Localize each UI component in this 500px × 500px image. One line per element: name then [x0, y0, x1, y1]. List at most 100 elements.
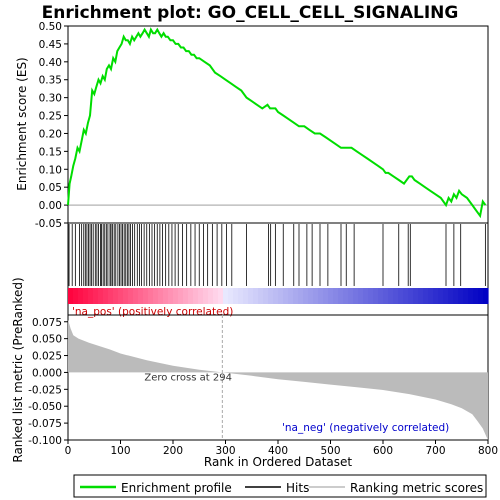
color-bar-segment — [358, 288, 364, 304]
x-tick-label: 800 — [478, 445, 498, 457]
es-y-tick-label: 0.05 — [39, 182, 62, 194]
es-y-tick-label: -0.05 — [35, 218, 62, 230]
es-y-tick-label: 0.30 — [39, 93, 62, 105]
color-bar-segment — [433, 288, 439, 304]
color-bar-segment — [108, 288, 114, 304]
x-tick-label: 100 — [110, 445, 130, 457]
color-bar-segment — [313, 288, 319, 304]
metric-y-tick-label: -0.100 — [28, 435, 62, 447]
color-bar-segment — [248, 288, 254, 304]
metric-y-tick-label: -0.050 — [28, 401, 62, 413]
color-bar-segment — [413, 288, 419, 304]
color-bar-segment — [188, 288, 194, 304]
color-bar-segment — [88, 288, 94, 304]
color-bar-segment — [363, 288, 369, 304]
color-bar-segment — [408, 288, 414, 304]
es-y-tick-label: 0.20 — [39, 128, 62, 140]
legend-label-hits: Hits — [286, 481, 309, 495]
x-tick-label: 200 — [163, 445, 183, 457]
metric-y-axis: -0.100 -0.075 -0.050 -0.025 0.000 0.025 0.050 0… — [28, 317, 68, 447]
color-bar-segment — [443, 288, 449, 304]
color-bar-segment — [473, 288, 479, 304]
es-panel-frame — [67, 25, 489, 224]
color-bar-segment — [133, 288, 139, 304]
color-bar-segment — [103, 288, 109, 304]
color-bar-segment — [78, 288, 84, 304]
color-bar-segment — [463, 288, 469, 304]
color-bar-segment — [318, 288, 324, 304]
color-bar-segment — [258, 288, 264, 304]
ranking-metric-area — [68, 319, 488, 440]
metric-y-tick-label: -0.025 — [28, 384, 62, 396]
hits-marks — [68, 224, 486, 286]
color-bar-segment — [303, 288, 309, 304]
color-bar-segment — [113, 288, 119, 304]
color-bar-segment — [183, 288, 189, 304]
color-bar-segment — [208, 288, 214, 304]
color-bar-segment — [173, 288, 179, 304]
color-bar-segment — [93, 288, 99, 304]
color-bar-segment — [118, 288, 124, 304]
color-bar-segment — [348, 288, 354, 304]
es-y-tick-label: 0.15 — [39, 146, 62, 158]
color-bar-segment — [228, 288, 234, 304]
chart-title: Enrichment plot: GO_CELL_CELL_SIGNALING — [42, 3, 459, 23]
color-bar-segment — [308, 288, 314, 304]
color-bar-segment — [273, 288, 279, 304]
color-bar-segment — [403, 288, 409, 304]
metric-y-tick-label: 0.000 — [32, 367, 62, 379]
zero-cross-label: Zero cross at 294 — [144, 372, 232, 383]
color-bar-segment — [268, 288, 274, 304]
color-bar-segment — [73, 288, 79, 304]
color-bar-segment — [438, 288, 444, 304]
color-bar-segment — [218, 288, 224, 304]
color-bar-segment — [98, 288, 104, 304]
metric-y-tick-label: -0.075 — [28, 418, 62, 430]
color-bar-segment — [148, 288, 154, 304]
color-bar-segment — [423, 288, 429, 304]
es-y-axis: -0.05 0.00 0.05 0.10 0.15 0.20 0.25 0.30 0.35 0.4… — [35, 21, 68, 230]
color-bar-segment — [233, 288, 239, 304]
color-bar-segment — [163, 288, 169, 304]
color-bar-segment — [278, 288, 284, 304]
color-bar-segment — [393, 288, 399, 304]
color-bar-segment — [368, 288, 374, 304]
color-bar-segment — [478, 288, 484, 304]
color-bar-segment — [418, 288, 424, 304]
legend: Enrichment profile Hits Ranking metric s… — [73, 474, 487, 498]
color-bar-segment — [128, 288, 134, 304]
color-bar-segment — [378, 288, 384, 304]
color-bar-segment — [323, 288, 329, 304]
es-y-axis-label: Enrichment score (ES) — [15, 57, 29, 190]
es-y-tick-label: 0.35 — [39, 75, 62, 87]
color-bar-segment — [483, 288, 489, 304]
color-bar-segment — [168, 288, 174, 304]
metric-x-axis: 0 100 200 300 400 500 600 700 800 — [65, 440, 498, 457]
metric-y-tick-label: 0.025 — [32, 351, 62, 363]
color-bar-segment — [253, 288, 259, 304]
color-bar-segment — [288, 288, 294, 304]
es-y-tick-label: 0.50 — [39, 21, 62, 33]
na-neg-label: 'na_neg' (negatively correlated) — [282, 422, 449, 434]
color-bar-segment — [293, 288, 299, 304]
color-bar-segment — [143, 288, 149, 304]
legend-label-metric: Ranking metric scores — [350, 481, 483, 495]
color-bar-segment — [138, 288, 144, 304]
x-axis-label: Rank in Ordered Dataset — [204, 455, 352, 469]
es-y-tick-label: 0.00 — [39, 200, 62, 212]
color-bar-segment — [153, 288, 159, 304]
na-pos-label: 'na_pos' (positively correlated) — [72, 306, 233, 318]
color-bar-segment — [453, 288, 459, 304]
color-bar-segment — [68, 288, 74, 304]
color-bar-segment — [448, 288, 454, 304]
color-bar-segment — [123, 288, 129, 304]
color-bar-segment — [388, 288, 394, 304]
es-y-tick-label: 0.25 — [39, 111, 62, 123]
color-bar-segment — [283, 288, 289, 304]
color-bar-segment — [328, 288, 334, 304]
color-bar-segment — [383, 288, 389, 304]
color-bar-segment — [353, 288, 359, 304]
ranking-color-bar — [68, 288, 489, 304]
x-tick-label: 600 — [373, 445, 393, 457]
